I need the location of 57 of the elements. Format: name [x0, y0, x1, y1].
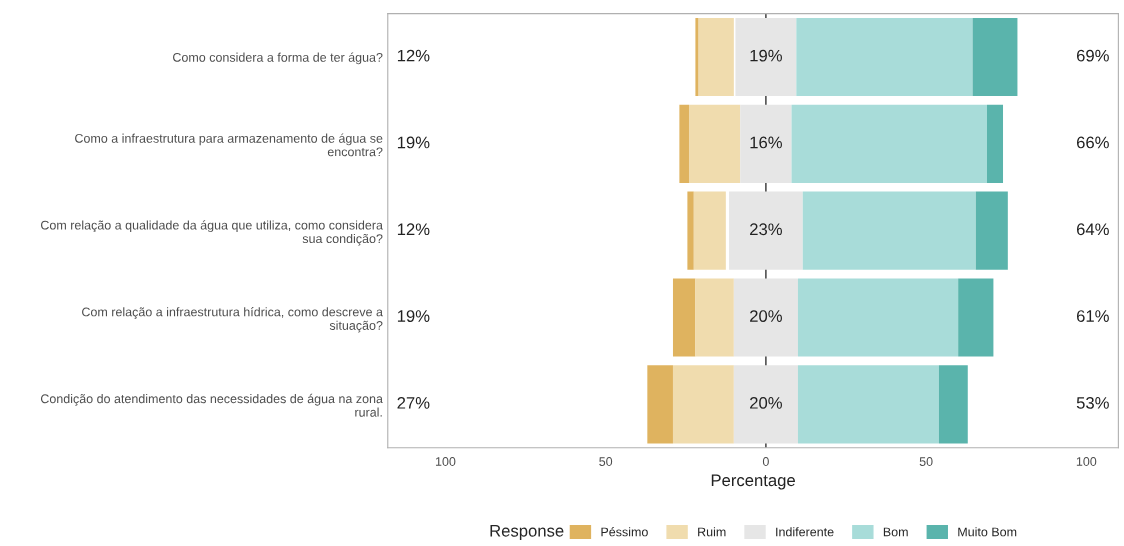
bar	[729, 191, 803, 270]
y-tick-label: Com relação a qualidade da água que utiliza, como considera sua condição?	[41, 220, 383, 246]
legend-label: Péssimo	[601, 527, 648, 537]
y-tick-label: Com relação a infraestrutura hídrica, como descreve a situação?	[82, 307, 383, 333]
annotation: 16%	[750, 136, 782, 149]
bar	[672, 278, 696, 357]
bar	[695, 278, 734, 357]
bar	[987, 104, 1004, 183]
legend-title: Response	[490, 525, 564, 540]
annotation: 20%	[750, 310, 782, 322]
annotation: 64%	[1076, 223, 1109, 236]
annotation: 53%	[1076, 396, 1109, 409]
x-tick-label: 50	[599, 457, 613, 466]
annotation: 23%	[750, 223, 782, 236]
annotation: 66%	[1076, 136, 1109, 149]
y-tick-label: Condição do atendimento das necessidades de água na zona rural.	[40, 393, 383, 417]
legend-label: Muito Bom	[958, 527, 1017, 537]
x-axis-title: Percentage	[711, 474, 795, 490]
annotation: 20%	[750, 396, 782, 409]
bar	[647, 365, 673, 444]
bar	[679, 104, 689, 183]
bar	[791, 104, 987, 183]
annotation: 12%	[397, 223, 430, 236]
annotation: 12%	[397, 49, 430, 62]
bar	[975, 191, 1008, 270]
bar	[733, 278, 798, 357]
y-tick-label: Como a infraestrutura para armazenamento de água se encontra?	[75, 133, 383, 157]
bar	[735, 17, 797, 97]
bar	[672, 365, 734, 444]
bar	[972, 17, 1018, 97]
legend-label: Ruim	[698, 527, 726, 537]
annotation: 27%	[397, 396, 430, 409]
bar	[740, 104, 792, 183]
bar	[698, 17, 734, 97]
bar	[695, 17, 699, 97]
legend-label: Bom	[883, 527, 908, 537]
annotation: 69%	[1076, 49, 1109, 62]
bar	[938, 365, 968, 444]
bar	[687, 191, 694, 270]
bar	[733, 365, 798, 444]
annotation: 19%	[397, 310, 430, 322]
annotation: 19%	[750, 49, 782, 62]
annotation: 61%	[1076, 310, 1109, 322]
x-tick-label: 100	[435, 457, 456, 466]
bar	[797, 365, 939, 444]
bar	[797, 278, 959, 357]
bar	[802, 191, 976, 270]
bar	[693, 191, 726, 270]
y-tick-label: Como considera a forma de ter água?	[173, 52, 383, 65]
x-tick-label: 100	[1076, 457, 1097, 466]
legend-label: Indiferente	[776, 527, 834, 537]
bar	[796, 17, 973, 97]
annotation: 19%	[397, 136, 430, 149]
x-tick-label: 0	[762, 457, 769, 466]
bar	[958, 278, 994, 357]
bar	[688, 104, 741, 183]
x-tick-label: 50	[919, 457, 933, 466]
